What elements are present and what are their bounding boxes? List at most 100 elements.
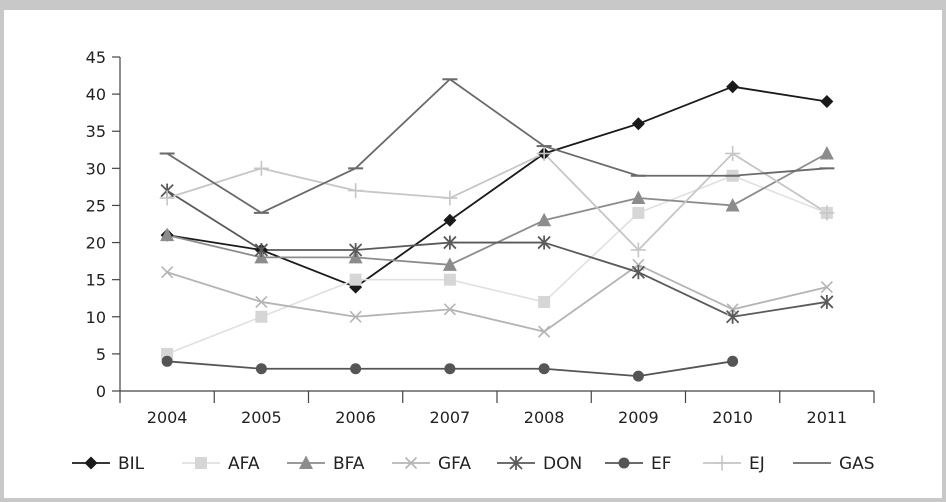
data-point-gfa: [820, 281, 833, 294]
legend-marker-don: [509, 456, 523, 470]
legend-marker-afa: [195, 457, 207, 469]
legend-label-afa: AFA: [228, 454, 260, 474]
data-point-bil: [820, 95, 834, 109]
data-point-ej: [159, 190, 175, 206]
data-point-ef: [727, 355, 739, 367]
legend-label-gas: GAS: [839, 454, 875, 474]
legend-item-bfa: BFA: [287, 454, 365, 474]
data-point-don: [725, 309, 740, 324]
data-point-ej: [253, 160, 269, 176]
data-point-gfa-stroke: [349, 310, 362, 323]
data-point-ej: [536, 145, 552, 161]
y-tick-label: 0: [96, 382, 106, 401]
series-line-gfa: [166, 263, 828, 333]
legend-marker-bil: [84, 456, 98, 470]
data-point-afa: [349, 273, 362, 286]
legend-label-ef: EF: [651, 454, 672, 474]
x-tick-label: 2006: [335, 408, 376, 427]
legend-item-afa: AFA: [182, 454, 260, 474]
legend-item-gfa: GFA: [392, 454, 471, 474]
data-point-ej: [442, 190, 458, 206]
series-line-bil: [166, 85, 828, 288]
data-point-gfa-stroke: [538, 325, 551, 338]
y-tick-label: 45: [86, 48, 106, 67]
data-point-bfa: [631, 190, 646, 205]
y-tick-label: 35: [86, 122, 106, 141]
data-point-gfa-stroke: [820, 281, 833, 294]
data-point-don: [254, 242, 269, 257]
legend-item-ef: EF: [605, 454, 672, 474]
data-point-bil: [443, 213, 457, 227]
y-tick-label: 30: [86, 159, 106, 178]
data-point-don: [537, 235, 551, 250]
data-point-ej: [819, 205, 835, 221]
data-point-bfa: [537, 212, 552, 227]
x-tick-label: 2010: [712, 408, 753, 427]
y-tick-label: 20: [86, 234, 106, 253]
series-line-afa: [166, 174, 828, 355]
legend-label-bil: BIL: [118, 454, 145, 474]
data-point-ef: [161, 355, 173, 367]
legend-label-don: DON: [543, 454, 582, 474]
x-tick-label: 2011: [807, 408, 848, 427]
data-point-gfa-stroke: [255, 295, 268, 308]
data-point-afa: [632, 206, 645, 219]
data-point-bfa: [442, 257, 457, 271]
legend-item-don: DON: [497, 454, 582, 474]
legend-label-bfa: BFA: [333, 454, 365, 474]
y-tick-label: 40: [86, 85, 106, 104]
data-point-gfa-stroke: [443, 303, 456, 316]
legend: BIL AFA BFA GFA DON EF EJ GAS: [72, 454, 875, 474]
x-tick-label: 2008: [524, 408, 565, 427]
y-tick-label: 10: [86, 308, 106, 327]
data-point-gfa: [349, 310, 362, 323]
data-point-afa: [443, 273, 456, 286]
legend-marker-gfa: [404, 456, 418, 470]
data-point-ef: [538, 363, 550, 375]
data-point-ej: [348, 183, 364, 199]
data-point-gfa: [443, 303, 456, 316]
data-point-ef: [255, 363, 267, 375]
data-point-ef: [444, 363, 456, 375]
data-point-ej: [725, 145, 741, 161]
x-tick-label: 2004: [147, 408, 188, 427]
series-lines: [166, 78, 828, 378]
x-tick-label: 2005: [241, 408, 282, 427]
legend-item-bil: BIL: [72, 454, 145, 474]
data-point-don: [631, 265, 646, 280]
data-point-bil: [631, 117, 645, 131]
legend-item-gas: GAS: [793, 454, 875, 474]
data-point-bfa: [725, 197, 740, 212]
data-point-gfa: [538, 325, 551, 338]
legend-marker-bfa: [299, 455, 313, 469]
data-point-gfa: [255, 295, 268, 308]
legend-label-gfa: GFA: [438, 454, 471, 474]
legend-marker-gfa-stroke: [404, 456, 418, 470]
data-point-ef: [350, 363, 362, 375]
data-point-bfa: [160, 227, 175, 242]
y-tick-label: 25: [86, 196, 106, 215]
data-point-don: [348, 242, 363, 257]
legend-label-ej: EJ: [749, 454, 765, 474]
y-tick-label: 5: [96, 345, 106, 364]
data-point-ej: [630, 242, 646, 258]
series-line-gas: [166, 78, 827, 214]
legend-marker-ej: [714, 455, 730, 471]
legend-item-ej: EJ: [703, 454, 765, 474]
x-tick-label: 2007: [430, 408, 471, 427]
data-point-afa: [255, 310, 268, 323]
y-tick-label: 15: [86, 271, 106, 290]
data-point-don: [443, 235, 457, 250]
series-line-don: [166, 189, 828, 318]
series-line-ej: [166, 152, 828, 251]
data-point-afa: [538, 295, 551, 308]
legend-marker-ef: [618, 457, 630, 469]
axes: 0 5 10 15 20 25 30 35 40 45 2004 2005 2006 2007 2008 20…: [86, 48, 875, 427]
data-point-gfa-stroke: [161, 266, 174, 279]
data-point-gfa: [161, 266, 174, 279]
series-markers: [159, 78, 835, 382]
data-point-bil: [726, 80, 740, 94]
x-tick-label: 2009: [618, 408, 659, 427]
